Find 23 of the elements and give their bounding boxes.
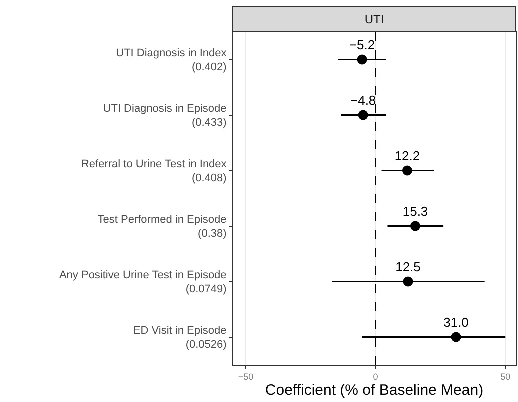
chart-title: UTI [364, 12, 384, 27]
point [357, 54, 368, 65]
y-tick-label: Test Performed in Episode (0.38) [98, 214, 227, 240]
data-label: 12.2 [394, 148, 420, 164]
point [358, 110, 368, 120]
y-tick-label: Any Positive Urine Test in Episode (0.0749) [59, 269, 227, 296]
x-tick-label: 0 [373, 372, 378, 382]
y-tick-label: UTI Diagnosis in Episode (0.433) [103, 102, 227, 130]
x-tick-label: 50 [500, 372, 511, 382]
x-axis-title: Coefficient (% of Baseline Mean) [265, 382, 484, 399]
data-label: −5.2 [349, 37, 376, 52]
data-label: −4.8 [350, 92, 376, 108]
data-label: 31.0 [444, 314, 469, 330]
y-tick-label: ED Visit in Episode (0.0526) [133, 324, 227, 352]
point [402, 166, 412, 176]
point [410, 221, 421, 232]
data-label: 12.5 [396, 259, 421, 274]
point [403, 276, 414, 287]
data-label: 15.3 [402, 204, 428, 219]
point [451, 332, 462, 342]
x-tick-label: −50 [238, 372, 254, 382]
y-tick-label: Referral to Urine Test in Index (0.408) [81, 158, 228, 185]
y-tick-label: UTI Diagnosis in Index (0.402) [116, 47, 228, 74]
